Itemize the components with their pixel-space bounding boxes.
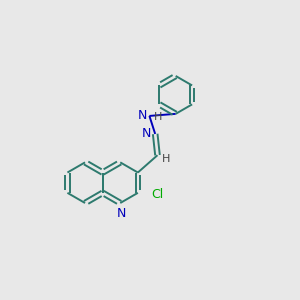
Text: N: N (142, 127, 151, 140)
Text: H: H (162, 154, 170, 164)
Text: Cl: Cl (151, 188, 163, 200)
Text: N: N (138, 109, 148, 122)
Text: N: N (117, 207, 126, 220)
Text: H: H (154, 112, 162, 122)
